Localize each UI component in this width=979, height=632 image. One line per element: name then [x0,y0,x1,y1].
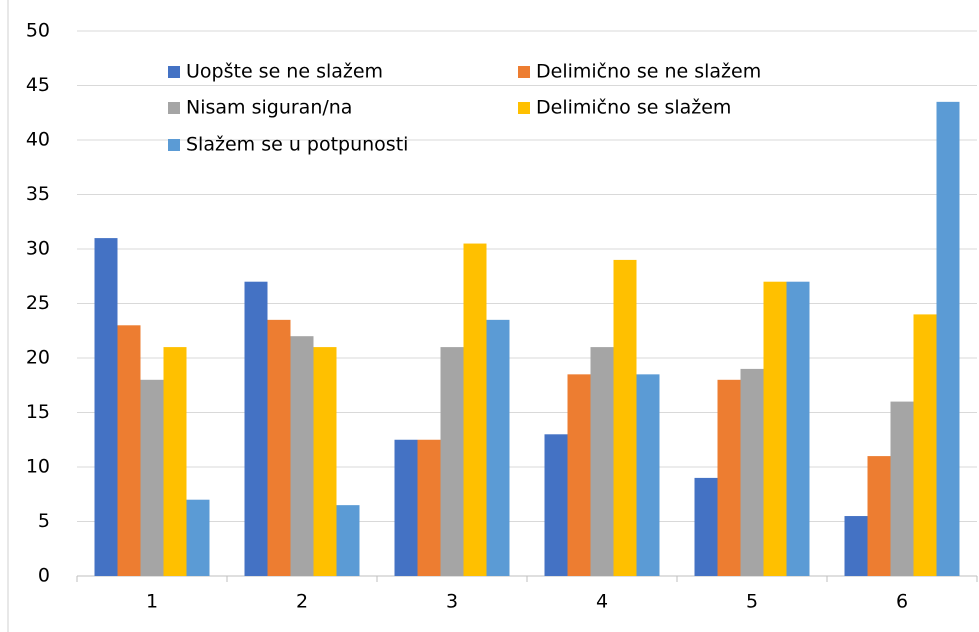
bar [763,281,787,576]
bar [694,477,718,576]
bar [290,336,314,576]
bar [94,238,118,576]
y-tick-label: 45 [26,74,50,96]
bar [440,347,464,576]
y-tick-label: 30 [26,238,50,260]
bar [890,401,914,576]
legend-label: Uopšte se ne slažem [186,61,383,83]
y-tick-label: 20 [26,347,50,369]
legend-swatch [518,102,530,114]
bar [313,347,337,576]
x-tick-label: 3 [446,591,458,613]
legend-swatch [168,139,180,151]
x-tick-label: 1 [146,591,158,613]
y-tick-label: 50 [26,20,50,42]
bar [636,374,660,576]
bar [140,379,164,576]
legend-label: Nisam siguran/na [186,97,352,119]
legend-label: Delimično se slažem [536,97,731,119]
y-tick-label: 5 [38,510,50,532]
y-tick-label: 40 [26,129,50,151]
bar [913,314,937,576]
legend-swatch [168,102,180,114]
y-tick-label: 35 [26,183,50,205]
bar [417,439,441,576]
bar [394,439,418,576]
bar [613,259,637,576]
bar [267,319,291,576]
legend-label: Delimično se ne slažem [536,61,761,83]
bar [463,243,487,577]
bar [867,456,891,576]
bar [163,347,187,576]
bar [486,319,510,576]
y-tick-label: 10 [26,456,50,478]
bar [590,347,614,576]
bar [186,499,210,576]
bar [740,368,764,576]
bar [336,505,360,576]
y-tick-label: 15 [26,401,50,423]
bar [844,516,868,576]
bar [786,281,810,576]
bar [244,281,268,576]
legend-swatch [518,66,530,78]
x-tick-label: 6 [896,591,908,613]
bar [936,101,960,576]
legend-swatch [168,66,180,78]
bar [117,325,141,576]
x-tick-label: 2 [296,591,308,613]
bar [544,434,568,576]
bar [717,379,741,576]
x-tick-label: 4 [596,591,608,613]
bar [567,374,591,576]
y-tick-label: 25 [26,292,50,314]
y-tick-label: 0 [38,565,50,587]
legend-label: Slažem se u potpunosti [186,134,408,156]
x-tick-label: 5 [746,591,758,613]
